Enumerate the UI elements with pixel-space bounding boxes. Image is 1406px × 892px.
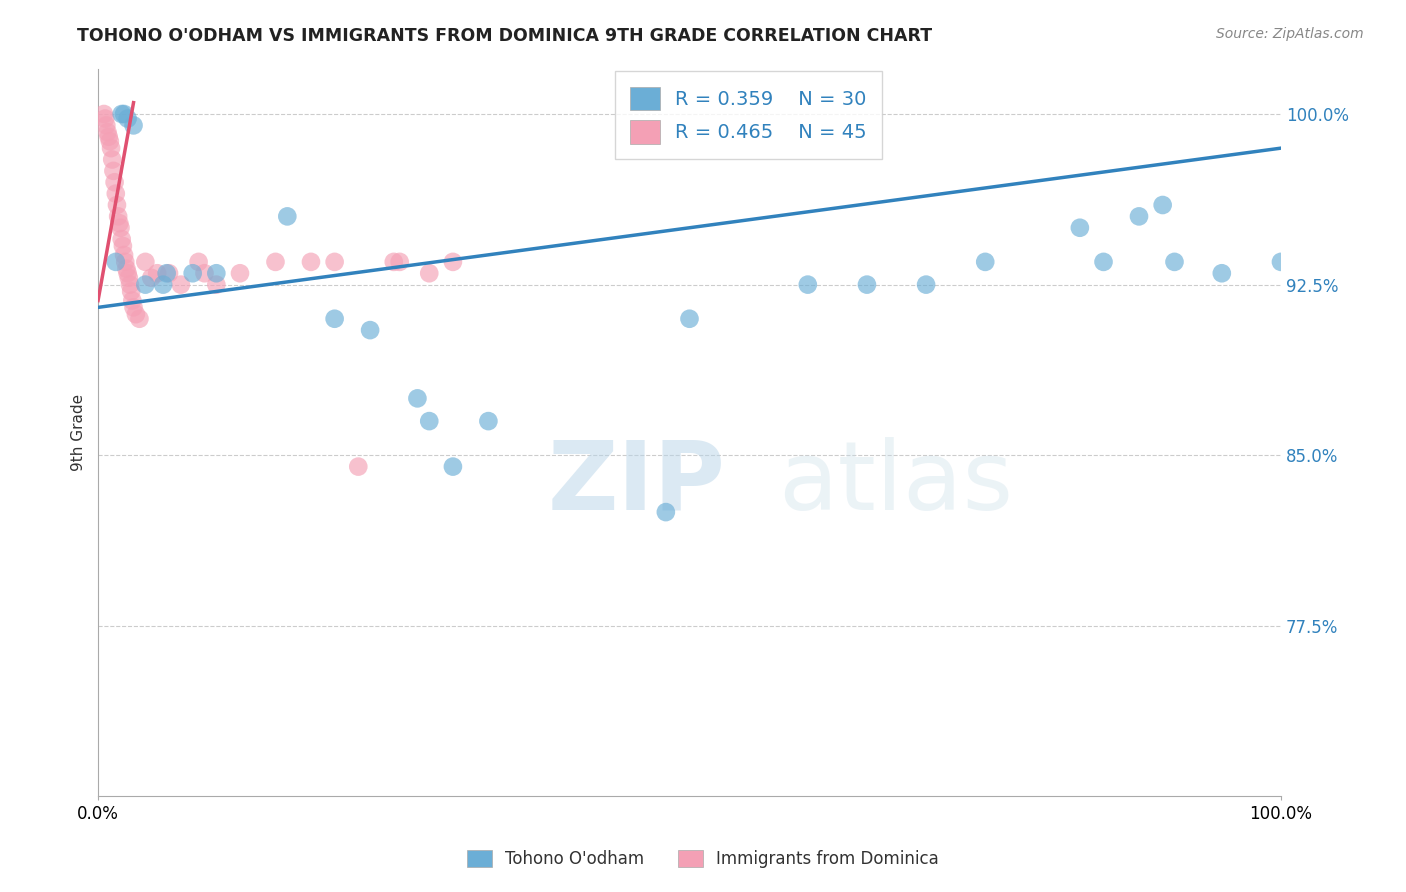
Point bbox=[125, 307, 148, 321]
Text: Source: ZipAtlas.com: Source: ZipAtlas.com bbox=[1216, 27, 1364, 41]
Point bbox=[128, 311, 150, 326]
Point bbox=[856, 277, 879, 292]
Point bbox=[122, 119, 145, 133]
Point bbox=[101, 153, 124, 167]
Text: TOHONO O'ODHAM VS IMMIGRANTS FROM DOMINICA 9TH GRADE CORRELATION CHART: TOHONO O'ODHAM VS IMMIGRANTS FROM DOMINI… bbox=[77, 27, 932, 45]
Point bbox=[96, 119, 118, 133]
Point bbox=[104, 186, 127, 201]
Point bbox=[104, 255, 127, 269]
Point bbox=[141, 270, 163, 285]
Point bbox=[104, 175, 127, 189]
Point bbox=[96, 125, 118, 139]
Point bbox=[94, 112, 117, 126]
Point bbox=[103, 164, 125, 178]
Point bbox=[114, 255, 136, 269]
Point bbox=[117, 266, 139, 280]
Point bbox=[382, 255, 405, 269]
Point bbox=[134, 277, 156, 292]
Point bbox=[111, 239, 134, 253]
Point bbox=[156, 266, 179, 280]
Legend: Tohono O'odham, Immigrants from Dominica: Tohono O'odham, Immigrants from Dominica bbox=[460, 843, 946, 875]
Point bbox=[323, 255, 346, 269]
Point bbox=[107, 210, 129, 224]
Point bbox=[97, 129, 120, 144]
Point bbox=[441, 255, 464, 269]
Point bbox=[388, 255, 411, 269]
Point bbox=[264, 255, 287, 269]
Point bbox=[170, 277, 193, 292]
Point bbox=[678, 311, 700, 326]
Point bbox=[111, 107, 134, 121]
Point bbox=[1270, 255, 1292, 269]
Point bbox=[98, 134, 121, 148]
Point bbox=[299, 255, 322, 269]
Point bbox=[1163, 255, 1185, 269]
Point bbox=[115, 261, 138, 276]
Point bbox=[108, 216, 131, 230]
Point bbox=[122, 301, 145, 315]
Point bbox=[915, 277, 938, 292]
Point bbox=[118, 277, 141, 292]
Point bbox=[111, 232, 134, 246]
Point bbox=[1211, 266, 1233, 280]
Point bbox=[120, 285, 142, 299]
Point bbox=[418, 266, 440, 280]
Point bbox=[205, 277, 228, 292]
Y-axis label: 9th Grade: 9th Grade bbox=[72, 394, 86, 471]
Point bbox=[323, 311, 346, 326]
Point bbox=[347, 459, 370, 474]
Point bbox=[187, 255, 209, 269]
Point bbox=[134, 255, 156, 269]
Point bbox=[477, 414, 499, 428]
Legend: R = 0.359    N = 30, R = 0.465    N = 45: R = 0.359 N = 30, R = 0.465 N = 45 bbox=[614, 71, 883, 160]
Point bbox=[276, 210, 298, 224]
Point bbox=[152, 277, 174, 292]
Point bbox=[974, 255, 997, 269]
Text: ZIP: ZIP bbox=[547, 437, 725, 530]
Point bbox=[406, 392, 429, 406]
Point bbox=[110, 220, 132, 235]
Point bbox=[118, 270, 141, 285]
Point bbox=[146, 266, 169, 280]
Text: atlas: atlas bbox=[778, 437, 1014, 530]
Point bbox=[441, 459, 464, 474]
Point bbox=[100, 141, 122, 155]
Point bbox=[1152, 198, 1174, 212]
Point bbox=[1128, 210, 1150, 224]
Point bbox=[1069, 220, 1091, 235]
Point bbox=[112, 107, 135, 121]
Point bbox=[105, 198, 128, 212]
Point bbox=[1092, 255, 1115, 269]
Point bbox=[655, 505, 678, 519]
Point bbox=[117, 112, 139, 126]
Point bbox=[797, 277, 820, 292]
Point bbox=[121, 293, 143, 308]
Point bbox=[112, 248, 135, 262]
Point bbox=[157, 266, 180, 280]
Point bbox=[193, 266, 215, 280]
Point bbox=[205, 266, 228, 280]
Point bbox=[359, 323, 381, 337]
Point bbox=[181, 266, 204, 280]
Point bbox=[229, 266, 252, 280]
Point bbox=[418, 414, 440, 428]
Point bbox=[93, 107, 115, 121]
